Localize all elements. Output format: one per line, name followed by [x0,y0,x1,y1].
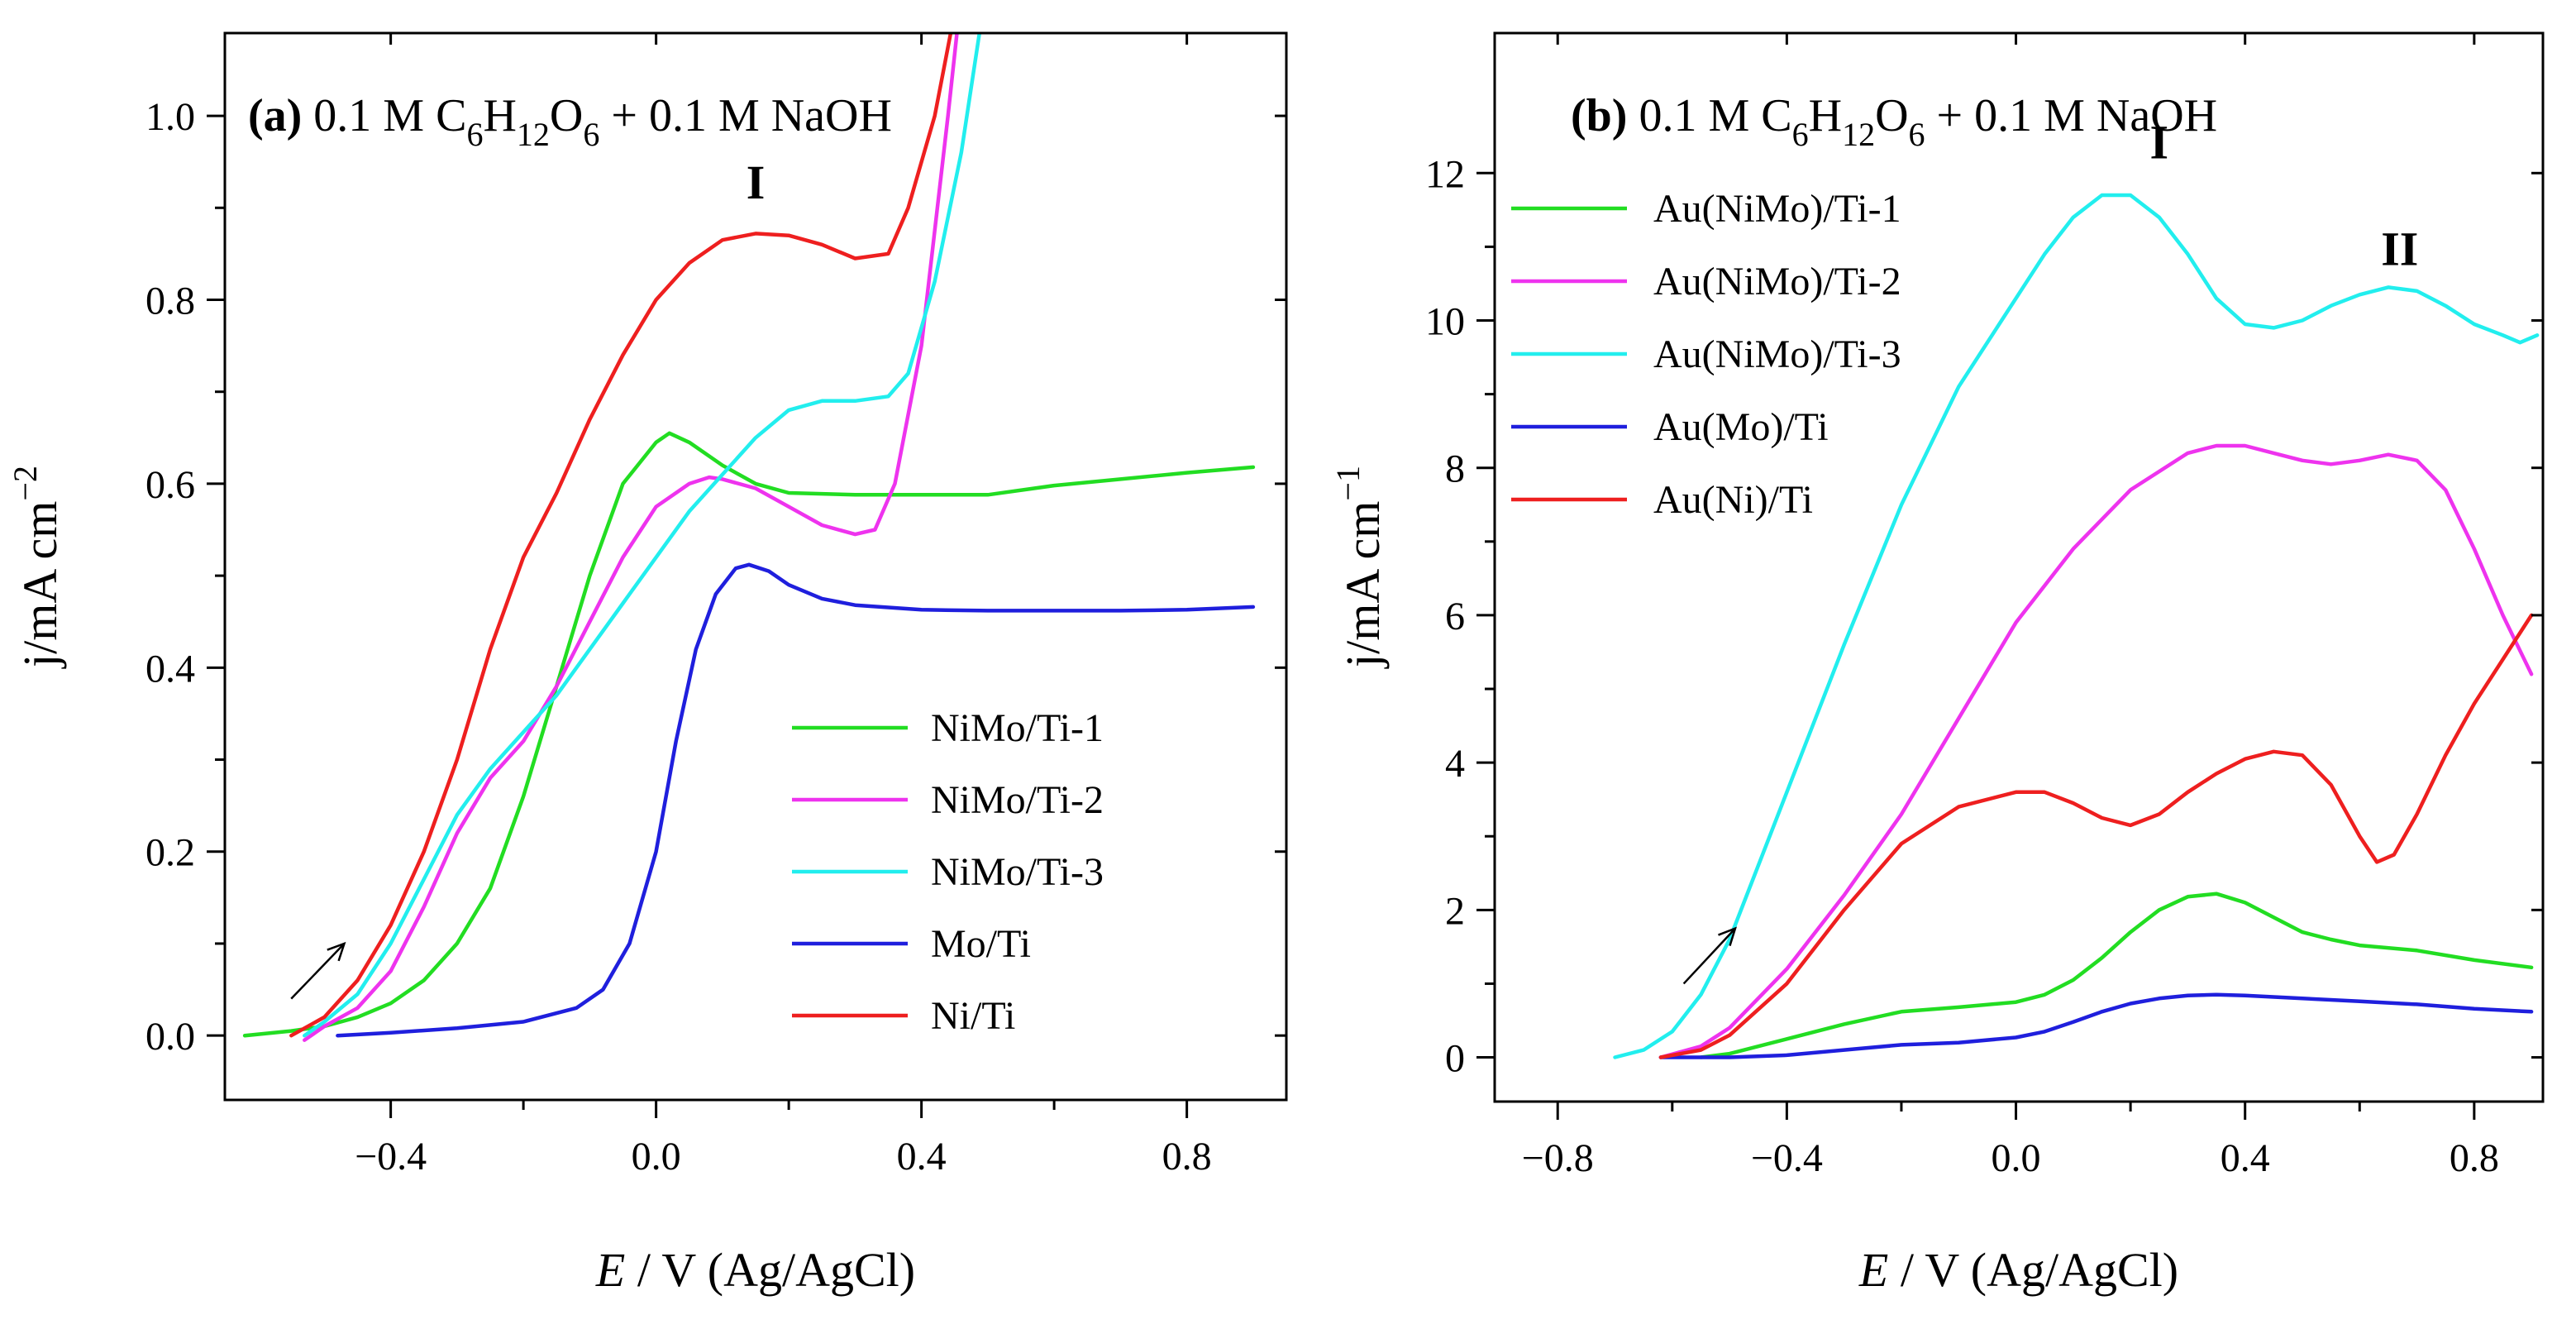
legend-entry: Ni/Ti [931,994,1015,1038]
legend-entry: Au(Ni)/Ti [1653,478,1813,522]
panel-title-gap [302,90,313,141]
title-text: O [1875,90,1908,141]
panel-label: (a) [248,90,302,141]
legend-entry: Au(NiMo)/Ti-1 [1653,187,1901,231]
x-axis-label: E / V (Ag/AgCl) [595,1243,915,1297]
series-line-ni-ti [289,33,953,1038]
legend: NiMo/Ti-1 NiMo/Ti-2 NiMo/Ti-3 Mo/Ti Ni/Ti [792,706,1104,1038]
y-tick-label: 10 [1425,300,1465,344]
title-text: O [550,90,583,141]
title-subscript: 12 [517,116,550,153]
x-tick-label: −0.4 [355,1135,427,1178]
legend-entry: Au(Mo)/Ti [1653,405,1829,449]
peak-label: II [2381,222,2418,276]
y-tick-label: 0.2 [145,831,195,875]
y-tick-label: 6 [1445,595,1465,638]
series-line-au-nimo-ti-2 [1658,443,2534,1059]
x-axis-label-symbol: E [595,1243,625,1297]
y-tick-label: 0.0 [145,1015,195,1059]
y-tick-label: 0.4 [145,647,195,691]
legend-entry: Au(NiMo)/Ti-3 [1653,332,1901,376]
title-text: 0.1 M C [1639,90,1791,141]
scan-arrow-head [327,941,346,962]
panel-title: (b) 0.1 M C6H12O6 + 0.1 M NaOH [1571,90,2217,153]
panel-title-gap [1627,90,1639,141]
title-text: + 0.1 M NaOH [1925,90,2218,141]
x-tick-label: 0.0 [1992,1136,2041,1180]
y-tick-label: 12 [1425,152,1465,196]
peak-label: I [747,155,766,209]
y-axis-label: j/mA cm−2 [7,466,67,669]
title-text: + 0.1 M NaOH [599,90,892,141]
y-axis-label-exponent: −1 [1329,466,1367,501]
scan-arrow-head [1718,926,1737,946]
title-subscript: 6 [1792,116,1809,153]
legend-entry: NiMo/Ti-3 [931,850,1104,894]
series-line-au-mo-ti [1658,992,2534,1059]
x-axis-label-unit: / V (Ag/AgCl) [1888,1243,2178,1297]
x-tick-label: 0.8 [2450,1136,2499,1180]
peak-label: I [2149,115,2168,169]
series-line-nimo-ti-3 [303,33,982,1038]
y-axis-label: j/mA cm−1 [1329,466,1390,669]
title-text: 0.1 M C [313,90,466,141]
x-axis-label-symbol: E [1858,1243,1888,1297]
series-line-nimo-ti-2 [303,33,959,1042]
panel-label: (b) [1571,90,1627,141]
plot-frame [223,31,1288,1102]
y-tick-label: 4 [1445,742,1465,786]
plot-frame [1493,31,2545,1103]
x-axis-label-unit: / V (Ag/AgCl) [625,1243,915,1297]
title-text: H [1809,90,1842,141]
scan-arrow-line [290,943,346,1000]
x-tick-label: 0.4 [897,1135,947,1178]
title-subscript: 6 [583,116,599,153]
scan-arrow-line [1682,927,1736,985]
y-axis-label-exponent: −2 [7,466,44,501]
x-tick-label: 0.0 [632,1135,681,1178]
x-tick-label: 0.4 [2221,1136,2270,1180]
panel-b: −0.8 −0.4 0.0 0.4 0.8 0 2 4 6 8 10 12 E / V (Ag/AgCl… [1329,31,2545,1297]
x-tick-label: −0.4 [1751,1136,1823,1180]
y-tick-label: 1.0 [145,95,195,139]
legend-entry: NiMo/Ti-1 [931,706,1104,750]
legend-entry: Au(NiMo)/Ti-2 [1653,260,1901,304]
legend-entry: Mo/Ti [931,922,1031,966]
x-tick-label: 0.8 [1162,1135,1212,1178]
panel-a: −0.4 0.0 0.4 0.8 0.0 0.2 0.4 0.6 0.8 1.0 E / V (Ag… [7,31,1288,1297]
title-subscript: 6 [466,116,483,153]
curves [1613,193,2540,1059]
y-tick-label: 2 [1445,889,1465,933]
curves [242,33,1256,1042]
x-axis-label: E / V (Ag/AgCl) [1858,1243,2178,1297]
title-subscript: 12 [1842,116,1875,153]
title-text: H [483,90,516,141]
y-axis-label-main: j/mA cm [13,501,67,669]
y-tick-label: 0 [1445,1037,1465,1081]
legend-entry: NiMo/Ti-2 [931,778,1104,822]
title-subscript: 6 [1909,116,1925,153]
panel-title: (a) 0.1 M C6H12O6 + 0.1 M NaOH [248,90,892,153]
y-tick-label: 8 [1445,447,1465,491]
series-line-mo-ti [336,562,1256,1038]
legend: Au(NiMo)/Ti-1 Au(NiMo)/Ti-2 Au(NiMo)/Ti-3 A… [1511,187,1901,522]
y-tick-label: 0.6 [145,463,195,507]
y-tick-label: 0.8 [145,280,195,323]
y-axis-label-main: j/mA cm [1336,501,1390,669]
series-line-nimo-ti-1 [242,431,1256,1038]
series-line-au-ni-ti [1658,613,2534,1059]
series-line-au-nimo-ti-1 [1699,892,2534,1059]
x-tick-label: −0.8 [1522,1136,1594,1180]
series-line-au-nimo-ti-3 [1613,193,2540,1059]
